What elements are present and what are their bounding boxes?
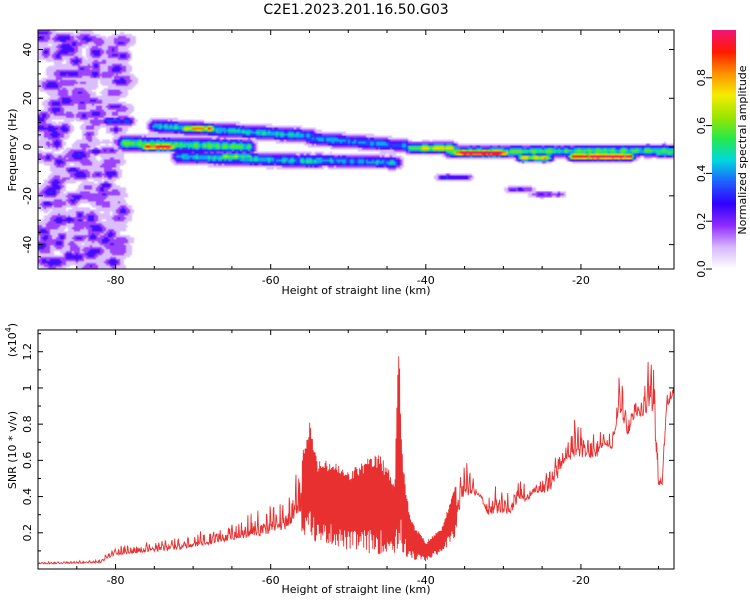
- spectrogram-x-tick-label: -20: [572, 274, 590, 287]
- snr-y-tick-label: 0.8: [21, 415, 34, 433]
- spectrogram-x-axis-label: Height of straight line (km): [281, 284, 430, 297]
- colorbar: 0.0 0.2 0.4 0.6 0.8 Normalized spectral ampl…: [695, 30, 749, 278]
- colorbar-tick-label: 0.2: [695, 212, 708, 230]
- spectrogram-y-tick-label: 0: [21, 144, 34, 151]
- spectrogram-y-tick-label: 20: [21, 91, 34, 105]
- spectrogram-y-axis-label: Frequency (Hz): [6, 109, 19, 192]
- colorbar-label: Normalized spectral amplitude: [736, 65, 749, 234]
- colorbar-tick-label: 0.8: [695, 69, 708, 87]
- snr-x-tick-label: -20: [572, 574, 590, 587]
- snr-scale-factor: (x104): [4, 323, 19, 357]
- snr-y-tick-label: 1: [21, 384, 34, 391]
- colorbar-tick-label: 0.0: [695, 260, 708, 278]
- colorbar-bar: [712, 30, 736, 269]
- spectrogram-y-tick-label: -40: [21, 236, 34, 254]
- snr-panel: -80 -60 -40 -20 0.2 0.4 0.6 0.8 1 1.2 Height of s…: [4, 323, 675, 596]
- snr-scale-factor-text: (x104): [4, 323, 19, 357]
- snr-y-tick-label: 0.2: [21, 524, 34, 542]
- snr-x-tick-label: -80: [107, 574, 125, 587]
- snr-scale-suffix: ): [6, 323, 19, 327]
- spectrogram-x-tick-label: -80: [107, 274, 125, 287]
- snr-y-tick-label: 0.6: [21, 452, 34, 470]
- snr-x-tick-label: -60: [262, 574, 280, 587]
- snr-y-axis-label: SNR (10 * v/v): [6, 411, 19, 489]
- colorbar-tick-label: 0.4: [695, 165, 708, 183]
- spectrogram-y-tick-label: 40: [21, 43, 34, 57]
- spectrogram-panel: -80 -60 -40 -20 -40 -20 0 20 40 Height of straig…: [6, 29, 675, 297]
- spectrogram-x-tick-label: -40: [417, 274, 435, 287]
- snr-x-axis-label: Height of straight line (km): [281, 583, 430, 596]
- snr-series-line: [38, 356, 674, 565]
- colorbar-ticks: 0.0 0.2 0.4 0.6 0.8: [695, 69, 712, 278]
- spectrogram-image: [38, 30, 674, 269]
- spectrogram-ticks: -80 -60 -40 -20 -40 -20 0 20 40: [21, 30, 674, 287]
- snr-y-tick-label: 1.2: [21, 343, 34, 361]
- spectrogram-x-tick-label: -60: [262, 274, 280, 287]
- snr-ticks: -80 -60 -40 -20 0.2 0.4 0.6 0.8 1 1.2: [21, 330, 674, 587]
- snr-scale-exponent: 4: [4, 327, 13, 332]
- snr-y-tick-label: 0.4: [21, 488, 34, 506]
- figure-title: C2E1.2023.201.16.50.G03: [263, 2, 448, 18]
- snr-frame: [37, 329, 675, 570]
- snr-x-tick-label: -40: [417, 574, 435, 587]
- spectrogram-y-tick-label: -20: [21, 187, 34, 205]
- colorbar-tick-label: 0.6: [695, 117, 708, 135]
- snr-scale-prefix: (x10: [6, 332, 19, 357]
- spectrogram-frame: [37, 29, 675, 270]
